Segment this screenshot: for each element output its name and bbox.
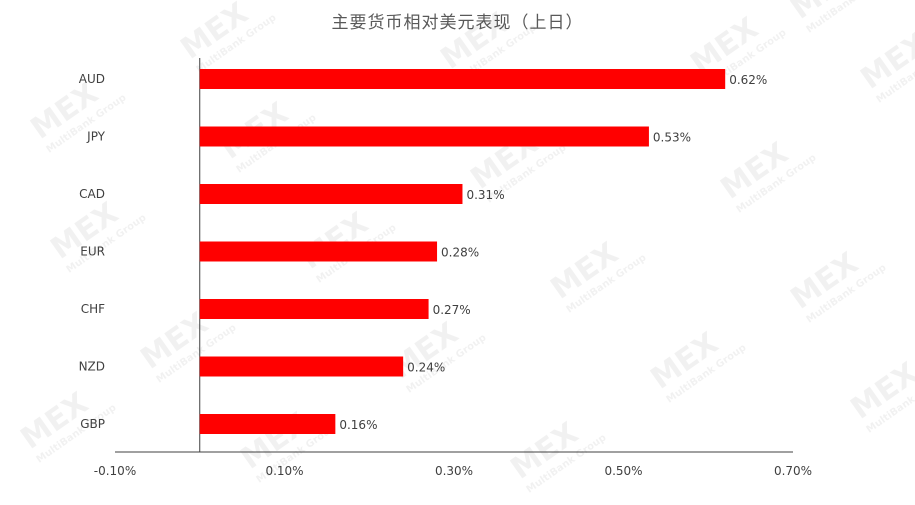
data-label: 0.24% — [407, 361, 445, 375]
category-label: NZD — [79, 360, 105, 374]
data-label: 0.28% — [441, 246, 479, 260]
x-tick-label: 0.70% — [774, 464, 812, 478]
bar-jpy — [199, 126, 649, 147]
axis-layer: -0.10% 0.10% 0.30% 0.50% 0.70% — [94, 58, 812, 478]
category-label: AUD — [79, 72, 105, 86]
category-label: CHF — [81, 302, 105, 316]
bar-cad — [199, 184, 463, 204]
x-tick-label: -0.10% — [94, 464, 136, 478]
data-label: 0.31% — [466, 188, 504, 202]
data-label: 0.53% — [653, 131, 691, 145]
bar-layer: AUD 0.62% JPY 0.53% CAD 0.31% EUR 0.28% CHF 0.27%… — [79, 69, 767, 434]
x-tick-label: 0.30% — [435, 464, 473, 478]
x-tick-label: 0.10% — [265, 464, 303, 478]
chart-title: 主要货币相对美元表现（上日） — [331, 13, 584, 33]
bar-nzd — [199, 356, 404, 377]
category-label: JPY — [86, 130, 106, 144]
bar-aud — [199, 69, 726, 89]
bar-eur — [199, 241, 438, 262]
data-label: 0.27% — [433, 303, 471, 317]
bar-gbp — [199, 414, 336, 434]
x-tick-label: 0.50% — [604, 464, 642, 478]
bar-chf — [199, 299, 429, 319]
data-label: 0.62% — [729, 73, 767, 87]
category-label: GBP — [80, 417, 105, 431]
category-label: EUR — [80, 245, 105, 259]
data-label: 0.16% — [339, 418, 377, 432]
category-label: CAD — [79, 187, 105, 201]
